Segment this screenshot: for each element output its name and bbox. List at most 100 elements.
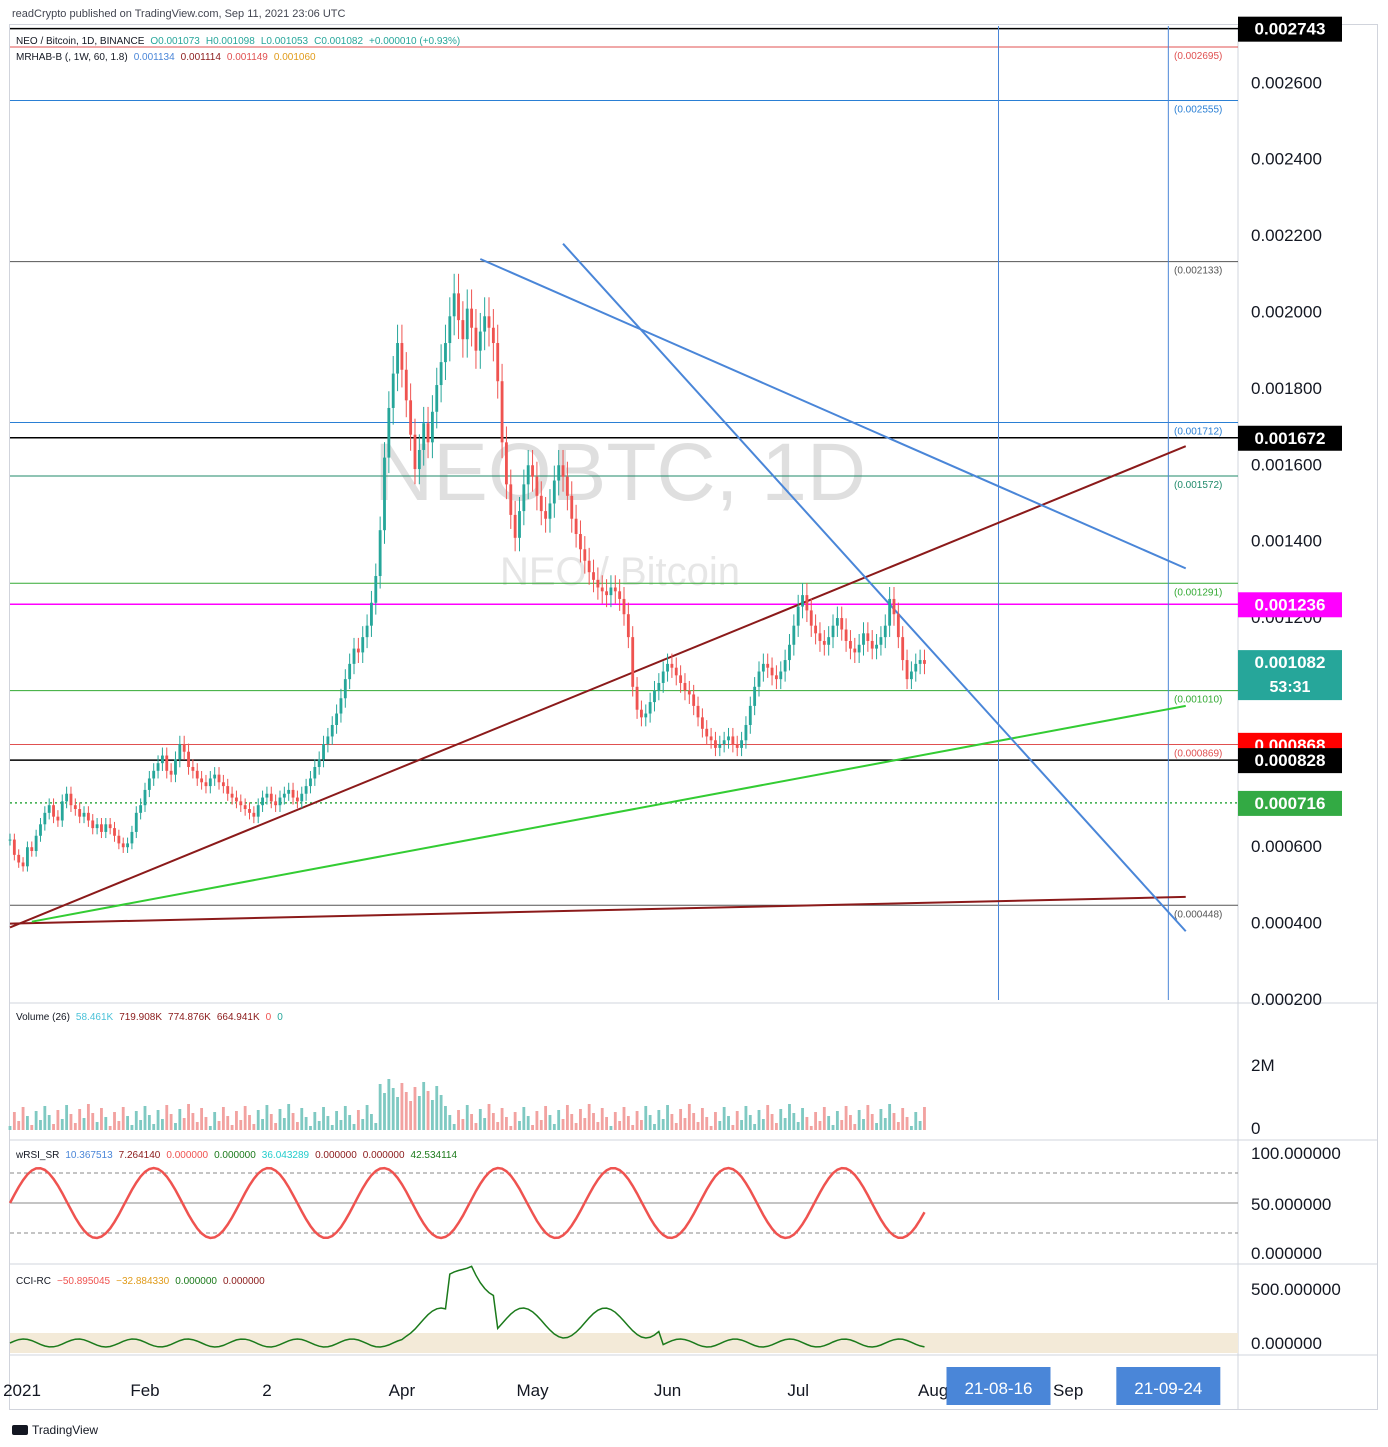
volume-bar [696,1122,700,1130]
volume-bar [417,1096,421,1130]
candle-body [439,362,443,386]
legend-wrsi-v7: 0.000000 [362,1150,405,1161]
candle-body [666,663,669,672]
candle-body [261,797,264,806]
volume-bar [221,1107,225,1130]
price-badge [1238,748,1342,774]
candle-body [470,308,474,328]
candle-body [370,602,373,626]
volume-bar [69,1114,73,1130]
candle-body [73,805,77,810]
legend-wrsi-name: wRSI_SR [16,1150,60,1161]
candle-body [404,369,408,401]
candle-body [295,797,299,802]
volume-bar [243,1106,247,1130]
legend-change: +0.000010 (+0.93%) [369,36,461,47]
volume-bar [718,1121,722,1130]
volume-bar [374,1123,378,1130]
volume-bar [509,1126,513,1130]
volume-bar [235,1111,238,1130]
candle-body [774,675,778,680]
candle-body [827,637,831,645]
candle-body [396,343,399,374]
tradingview-footer[interactable]: TradingView [12,1423,98,1437]
volume-bar [770,1114,774,1130]
time-tick-label: Aug [918,1381,948,1400]
candle-body [213,774,217,779]
candle-body [352,648,356,664]
legend-cci-v3: 0.000000 [175,1276,217,1287]
volume-bar [544,1106,548,1130]
volume-bar [631,1125,635,1130]
volume-bar [640,1120,643,1130]
volume-bar [574,1123,578,1130]
volume-bar [901,1108,905,1130]
candle-body [182,744,186,752]
candle-body [640,709,643,718]
candle-body [539,495,543,512]
legend-volume: Volume (26) 58.461K 719.908K 774.876K 664.94… [16,1012,289,1023]
price-badge [1238,16,1342,42]
volume-bar [422,1082,426,1130]
volume-bar [822,1107,826,1130]
candle-body [113,828,116,836]
time-tick-label: May [516,1381,549,1400]
time-highlight-label: 21-09-24 [1134,1379,1202,1398]
volume-bar [609,1126,613,1130]
trendline [9,445,1187,929]
watermark-symbol: NEOBTC, 1D [374,427,866,518]
volume-bar [461,1119,465,1130]
candle-body [452,293,456,317]
volume-bar [335,1111,339,1130]
candle-body [269,793,273,802]
volume-bar [853,1124,857,1130]
volume-bar [117,1121,121,1130]
volume-bar [248,1115,251,1130]
legend-wrsi-v5: 36.043289 [261,1150,310,1161]
candle-body [670,663,674,668]
candle-body [60,801,64,821]
candle-body [17,854,21,863]
volume-bar [178,1109,182,1130]
wrsi-tick-label: 100.000000 [1251,1144,1341,1163]
volume-bar [757,1110,761,1130]
candle-body [365,625,369,638]
volume-bar [626,1116,630,1130]
candle-body [12,839,16,855]
horizontal-level-label: (0.000448) [1174,909,1222,920]
volume-bar [535,1111,539,1130]
legend-cci-name: CCI-RC [16,1276,51,1287]
candle-body [147,778,151,790]
candle-body [840,618,844,630]
candle-body [160,755,164,764]
volume-bar [239,1120,243,1130]
volume-bar [727,1116,730,1130]
volume-bar [113,1112,116,1130]
volume-bar [539,1120,543,1130]
candle-body [905,660,909,680]
candle-body [226,786,230,794]
candle-body [174,759,177,775]
candle-body [361,637,365,653]
volume-bar [95,1122,99,1130]
volume-bar [21,1107,25,1130]
volume-bar [548,1115,552,1130]
candle-body [618,591,622,599]
candle-body [883,625,887,638]
candle-body [579,534,582,550]
candle-body [835,618,839,626]
volume-bar [679,1109,683,1130]
volume-bar [444,1106,447,1130]
candle-body [191,767,195,771]
candle-body [779,671,783,680]
volume-bar [343,1106,347,1130]
volume-bar [635,1111,639,1130]
volume-bar [457,1110,460,1130]
candle-body [422,423,426,450]
chart-frame [9,24,1378,1410]
volume-bar [261,1119,264,1130]
volume-bar [774,1123,778,1130]
candle-body [291,789,295,798]
candle-body [95,824,99,829]
